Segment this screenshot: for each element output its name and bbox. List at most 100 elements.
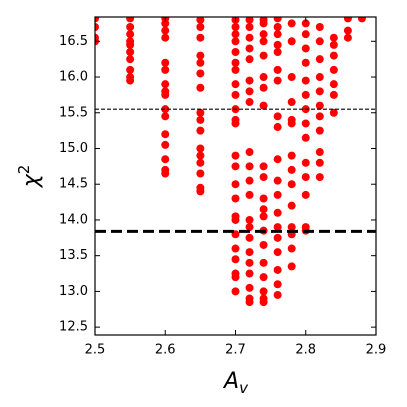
point: [161, 169, 170, 178]
point: [126, 17, 135, 23]
point: [231, 287, 240, 296]
point: [273, 223, 282, 232]
point: [196, 33, 205, 42]
point: [245, 87, 254, 96]
point: [196, 51, 205, 60]
y-tick-label: 12.5: [59, 320, 88, 335]
point: [231, 244, 240, 253]
point: [245, 176, 254, 185]
point: [126, 55, 135, 64]
point: [161, 65, 170, 74]
point: [287, 244, 296, 253]
point: [273, 40, 282, 49]
point: [273, 248, 282, 257]
point: [259, 173, 268, 182]
y-tick-label: 13.0: [59, 284, 88, 299]
point: [245, 215, 254, 224]
point: [196, 17, 205, 24]
point: [231, 80, 240, 89]
point: [231, 215, 240, 224]
point: [287, 180, 296, 189]
point: [343, 17, 352, 23]
point: [301, 19, 310, 28]
point: [161, 80, 170, 89]
point: [301, 119, 310, 128]
point: [287, 262, 296, 271]
point: [287, 201, 296, 210]
point: [287, 37, 296, 46]
point: [245, 76, 254, 85]
point: [245, 17, 254, 24]
point: [273, 17, 282, 23]
x-tick-label: 2.7: [225, 343, 246, 358]
point: [301, 90, 310, 99]
point: [196, 144, 205, 153]
point: [273, 123, 282, 132]
point: [231, 162, 240, 171]
point: [315, 126, 324, 135]
point: [245, 248, 254, 257]
point: [273, 208, 282, 217]
y-label-sup: 2: [15, 165, 33, 175]
point: [287, 151, 296, 160]
x-axis-label: Av: [222, 369, 249, 397]
point: [231, 194, 240, 203]
point: [301, 76, 310, 85]
point: [245, 233, 254, 242]
point: [329, 108, 338, 117]
point: [231, 255, 240, 264]
point: [329, 40, 338, 49]
point: [259, 212, 268, 221]
point: [231, 23, 240, 32]
point: [161, 26, 170, 35]
point: [287, 119, 296, 128]
point: [273, 48, 282, 57]
point: [301, 30, 310, 39]
point: [126, 23, 135, 32]
point: [245, 162, 254, 171]
point: [196, 169, 205, 178]
point: [273, 112, 282, 121]
x-tick-label: 2.5: [85, 343, 106, 358]
point: [196, 83, 205, 92]
point: [161, 130, 170, 139]
y-axis-label: χ2: [15, 165, 45, 189]
point: [245, 23, 254, 32]
point: [231, 58, 240, 67]
point: [301, 133, 310, 142]
point: [357, 17, 366, 23]
point: [126, 76, 135, 85]
point: [245, 55, 254, 64]
point: [126, 48, 135, 57]
point: [315, 55, 324, 64]
point: [231, 48, 240, 57]
point: [343, 26, 352, 35]
point: [245, 283, 254, 292]
point: [196, 151, 205, 160]
point: [196, 108, 205, 117]
point: [329, 80, 338, 89]
point: [301, 173, 310, 182]
x-label-base: A: [222, 369, 239, 394]
point: [231, 65, 240, 74]
point: [259, 30, 268, 39]
point: [245, 148, 254, 157]
point: [315, 112, 324, 121]
point: [196, 58, 205, 67]
point: [126, 65, 135, 74]
point: [273, 155, 282, 164]
point: [245, 98, 254, 107]
point: [126, 30, 135, 39]
point: [315, 148, 324, 157]
point: [273, 30, 282, 39]
point: [231, 151, 240, 160]
point: [273, 265, 282, 274]
point: [196, 115, 205, 124]
point: [126, 40, 135, 49]
point: [273, 65, 282, 74]
point: [161, 140, 170, 149]
point: [161, 19, 170, 28]
point: [196, 158, 205, 167]
point: [301, 44, 310, 53]
point: [273, 190, 282, 199]
